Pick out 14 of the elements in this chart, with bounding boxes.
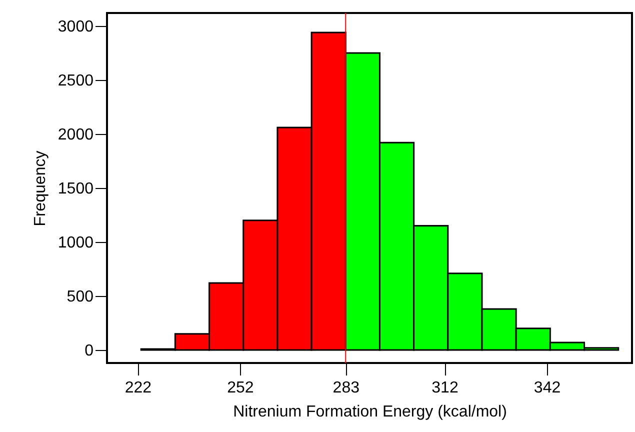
y-tick-label: 2500 bbox=[58, 72, 94, 90]
y-tick-label: 1500 bbox=[58, 180, 94, 198]
x-tick-label: 312 bbox=[432, 380, 458, 396]
y-tick-label: 0 bbox=[84, 342, 94, 360]
x-tick-label: 342 bbox=[534, 380, 561, 396]
y-tick-label: 3000 bbox=[58, 18, 94, 36]
y-axis-title: Frequency bbox=[32, 150, 49, 226]
y-tick-label: 1000 bbox=[58, 234, 94, 252]
x-tick-label: 252 bbox=[227, 380, 254, 396]
x-axis-title: Nitrenium Formation Energy (kcal/mol) bbox=[233, 404, 507, 420]
y-tick-label: 2000 bbox=[58, 126, 94, 144]
x-tick-label: 283 bbox=[332, 380, 360, 396]
x-tick-label: 222 bbox=[124, 380, 152, 396]
y-tick-label: 500 bbox=[66, 288, 94, 306]
